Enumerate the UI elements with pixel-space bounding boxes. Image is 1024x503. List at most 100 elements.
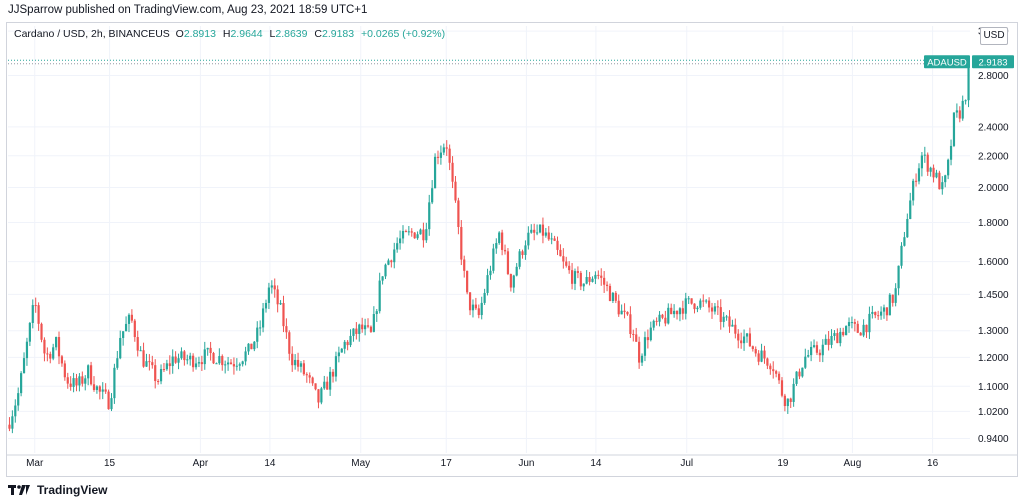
candle-body xyxy=(740,340,743,344)
candle-body xyxy=(326,381,329,390)
candle-body xyxy=(162,369,166,371)
candle-body xyxy=(591,278,594,282)
currency-selector[interactable]: USD xyxy=(980,27,1008,45)
candle-body xyxy=(570,270,574,284)
candle-body xyxy=(261,308,265,328)
x-tick-label: Jun xyxy=(518,458,534,469)
candle-body xyxy=(518,251,521,267)
candle-body xyxy=(305,374,308,376)
candle-body xyxy=(433,156,437,189)
candle-body xyxy=(159,369,163,382)
candle-body xyxy=(157,381,160,383)
time-axis[interactable]: Mar 15 Apr 14 May 17 Jun 14 Jul 19 Aug 16 xyxy=(6,454,1017,469)
y-tick-label: 2.4000 xyxy=(978,122,1009,133)
candle-body xyxy=(267,287,271,303)
candle-body xyxy=(486,275,489,293)
open-value: 2.8913 xyxy=(183,28,216,40)
candle-body xyxy=(865,324,868,333)
candle-body xyxy=(877,315,880,317)
candle-body xyxy=(253,341,256,350)
candle-body xyxy=(553,238,556,241)
candle-body xyxy=(789,398,792,402)
candle-body xyxy=(658,314,661,322)
candle-body xyxy=(640,355,644,363)
candle-body xyxy=(451,162,454,182)
candle-body xyxy=(116,358,119,368)
candle-body xyxy=(212,353,215,364)
candle-body xyxy=(416,234,419,239)
candle-body xyxy=(229,362,233,365)
candle-body xyxy=(57,337,61,357)
candle-body xyxy=(964,100,967,102)
candle-body xyxy=(818,352,821,356)
candle-body xyxy=(104,389,107,392)
candle-body xyxy=(859,332,862,336)
candle-body xyxy=(842,331,845,336)
candle-body xyxy=(489,270,492,276)
price-axis[interactable]: 3.20002.80002.40002.20002.00001.80001.60… xyxy=(978,27,1009,445)
candle-body xyxy=(398,238,402,244)
candle-body xyxy=(477,308,480,316)
candle-body xyxy=(696,307,699,310)
open-label: O xyxy=(175,28,184,40)
candle-body xyxy=(288,332,291,354)
candle-body xyxy=(515,266,518,276)
tradingview-brand[interactable]: TradingView xyxy=(8,482,107,498)
candle-body xyxy=(565,261,568,266)
x-tick-label: May xyxy=(351,458,370,469)
candle-body xyxy=(171,356,174,367)
candle-body xyxy=(148,361,151,363)
candle-body xyxy=(302,363,305,375)
candle-body xyxy=(334,356,338,377)
candle-body xyxy=(200,362,203,365)
candle-body xyxy=(381,276,384,281)
candle-body xyxy=(702,300,705,302)
x-tick-label: Mar xyxy=(26,458,44,469)
candle-body xyxy=(524,245,527,255)
y-tick-label: 1.3000 xyxy=(978,326,1009,337)
candle-body xyxy=(270,285,273,288)
candle-body xyxy=(728,316,731,327)
candle-body xyxy=(629,314,632,334)
candle-body xyxy=(751,346,754,350)
candle-body xyxy=(804,356,807,368)
candle-body xyxy=(856,323,859,333)
y-tick-label: 1.1000 xyxy=(978,382,1009,393)
candle-body xyxy=(364,325,367,330)
chart-frame[interactable] xyxy=(6,22,1018,477)
candle-body xyxy=(734,324,737,334)
candle-body xyxy=(130,314,133,321)
candle-body xyxy=(576,271,580,273)
candle-body xyxy=(72,378,75,387)
candle-body xyxy=(501,232,504,250)
candle-body xyxy=(527,232,530,246)
symbol-tag-label: ADAUSD xyxy=(927,57,967,68)
candle-body xyxy=(247,343,250,352)
candle-body xyxy=(707,300,711,308)
candle-body xyxy=(967,65,970,101)
candle-body xyxy=(588,277,591,282)
candle-body xyxy=(664,317,667,324)
candle-body xyxy=(474,304,477,309)
candle-body xyxy=(55,337,58,348)
close-value: 2.9183 xyxy=(322,28,355,40)
candle-body xyxy=(495,243,498,249)
candle-body xyxy=(769,365,772,370)
candle-body xyxy=(340,348,343,353)
candle-body xyxy=(355,328,358,334)
candle-body xyxy=(938,172,941,190)
candle-body xyxy=(748,333,752,347)
candle-body xyxy=(777,373,781,381)
candle-body xyxy=(66,377,69,384)
candle-body xyxy=(955,110,958,113)
candle-body xyxy=(900,245,903,266)
candle-body xyxy=(585,277,588,284)
candle-body xyxy=(745,333,749,337)
candle-body xyxy=(311,377,314,384)
candle-body xyxy=(34,305,37,307)
candle-body xyxy=(396,243,399,250)
candle-body xyxy=(909,200,912,219)
candle-body xyxy=(180,351,183,359)
candle-body xyxy=(731,324,734,327)
